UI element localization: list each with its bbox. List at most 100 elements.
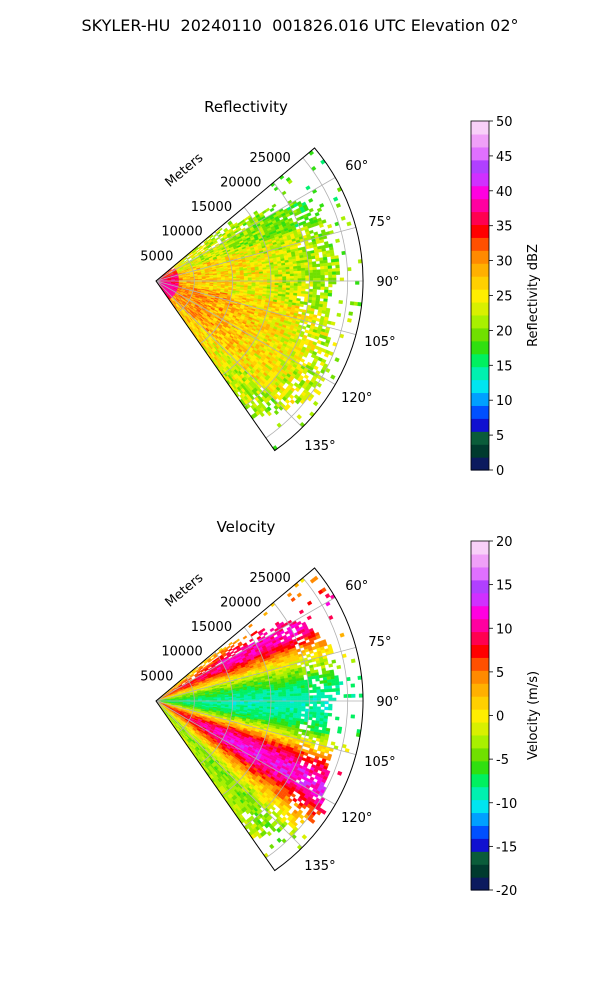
range-ring xyxy=(243,602,310,827)
colorbar-segment xyxy=(471,618,489,633)
range-ring xyxy=(199,231,234,345)
azimuth-tick-label: 135° xyxy=(304,439,335,454)
range-axis-label: Meters xyxy=(163,570,207,610)
colorbar-tick-label: 0 xyxy=(496,710,504,725)
azimuth-tick-label: 90° xyxy=(376,695,399,710)
colorbar-segment xyxy=(471,553,489,568)
colorbar-segment xyxy=(471,444,489,458)
azimuth-tick-label: 60° xyxy=(345,159,368,174)
colorbar-segment xyxy=(471,877,489,891)
colorbar-tick-label: 25 xyxy=(496,290,513,305)
radar-field xyxy=(155,575,364,859)
colorbar-segment xyxy=(471,379,489,394)
colorbar-segment xyxy=(471,747,489,762)
colorbar-segment xyxy=(471,605,489,620)
colorbar-segment xyxy=(471,301,489,316)
azimuth-tick-label: 135° xyxy=(304,859,335,874)
colorbar-tick-label: 0 xyxy=(496,464,504,479)
colorbar-segment xyxy=(471,224,489,238)
colorbar-tick-label: 5 xyxy=(496,666,504,681)
panel-reflectivity: Reflectivity 5000 10000 15000 20000 25000 Mete… xyxy=(140,98,541,479)
colorbar-segment xyxy=(471,172,489,187)
azimuth-tick-label: 120° xyxy=(341,811,372,826)
colorbar-tick-label: 45 xyxy=(496,150,513,165)
azimuth-gridline xyxy=(155,280,336,385)
colorbar-label: Velocity (m/s) xyxy=(526,671,541,760)
range-tick-label: 10000 xyxy=(161,645,202,660)
azimuth-tick-label: 90° xyxy=(376,275,399,290)
azimuth-tick-label: 105° xyxy=(364,335,395,350)
colorbar-tick-label: 30 xyxy=(496,255,513,270)
colorbar-segment xyxy=(471,851,489,865)
colorbar-segment xyxy=(471,276,489,290)
colorbar-tick-label: 40 xyxy=(496,185,513,200)
colorbar-segment xyxy=(471,405,489,419)
colorbar-segment xyxy=(471,566,489,581)
colorbar-segment xyxy=(471,721,489,736)
colorbar-segment xyxy=(471,185,489,200)
colorbar-segment xyxy=(471,631,489,646)
sector-frame xyxy=(155,147,364,452)
colorbar-tick-label: 10 xyxy=(496,622,513,637)
colorbar-segment xyxy=(471,786,489,801)
colorbar-segment xyxy=(471,327,489,342)
colorbar-tick-label: 20 xyxy=(496,324,513,339)
colorbar-tick-label: 50 xyxy=(496,115,513,130)
colorbar-segment xyxy=(471,237,489,251)
colorbar-segment xyxy=(471,353,489,368)
colorbar: 0 5 10 15 20 25 30 35 40 45 50 Reflectivity dBZ xyxy=(470,115,541,479)
colorbar-tick-label: 15 xyxy=(496,579,513,594)
colorbar-segment xyxy=(471,121,489,135)
azimuth-tick-label: 75° xyxy=(368,215,391,230)
range-ring xyxy=(221,206,272,376)
range-tick-label: 25000 xyxy=(249,151,290,166)
colorbar-segment xyxy=(471,644,489,658)
range-ring xyxy=(221,626,272,796)
panel-velocity: Velocity 5000 10000 15000 20000 25000 Meters 60… xyxy=(140,518,541,899)
range-ring xyxy=(199,651,234,765)
colorbar-label: Reflectivity dBZ xyxy=(526,244,541,347)
range-axis-label: Meters xyxy=(163,150,207,190)
colorbar-segment xyxy=(471,457,489,471)
azimuth-gridline xyxy=(155,227,357,282)
colorbar-segment xyxy=(471,696,489,710)
range-ring xyxy=(177,256,195,313)
azimuth-tick-label: 105° xyxy=(364,755,395,770)
range-tick-label: 15000 xyxy=(191,620,232,635)
colorbar-segment xyxy=(471,392,489,406)
colorbar-segment xyxy=(471,657,489,671)
colorbar-segment xyxy=(471,812,489,826)
colorbar-segment xyxy=(471,592,489,607)
range-tick-label: 20000 xyxy=(220,175,261,190)
colorbar-segment xyxy=(471,734,489,749)
figure-title: SKYLER-HU 20240110 001826.016 UTC Elevat… xyxy=(81,16,519,35)
colorbar-segment xyxy=(471,418,489,432)
colorbar-segment xyxy=(471,709,489,723)
colorbar-segment xyxy=(471,773,489,788)
range-ring xyxy=(265,577,349,859)
colorbar-tick-label: 5 xyxy=(496,429,504,444)
azimuth-gridline xyxy=(155,177,336,282)
azimuth-gridline xyxy=(155,700,357,755)
azimuth-gridline xyxy=(155,280,303,428)
colorbar-segment xyxy=(471,579,489,594)
colorbar-segment xyxy=(471,366,489,381)
colorbar-tick-label: 10 xyxy=(496,394,513,409)
colorbar-segment xyxy=(471,159,489,174)
colorbar-tick-label: 35 xyxy=(496,220,513,235)
colorbar-segment xyxy=(471,263,489,277)
range-tick-label: 15000 xyxy=(191,200,232,215)
colorbar-segment xyxy=(471,133,489,148)
sector-frame xyxy=(155,567,364,872)
colorbar-tick-label: -20 xyxy=(496,884,517,899)
colorbar-segment xyxy=(471,250,489,264)
azimuth-gridline xyxy=(155,647,357,702)
colorbar-tick-label: -10 xyxy=(496,797,517,812)
colorbar-segment xyxy=(471,838,489,852)
colorbar-segment xyxy=(471,314,489,329)
colorbar-tick-label: 15 xyxy=(496,359,513,374)
azimuth-gridline xyxy=(155,597,336,702)
azimuth-tick-label: 60° xyxy=(345,579,368,594)
colorbar-segment xyxy=(471,683,489,697)
